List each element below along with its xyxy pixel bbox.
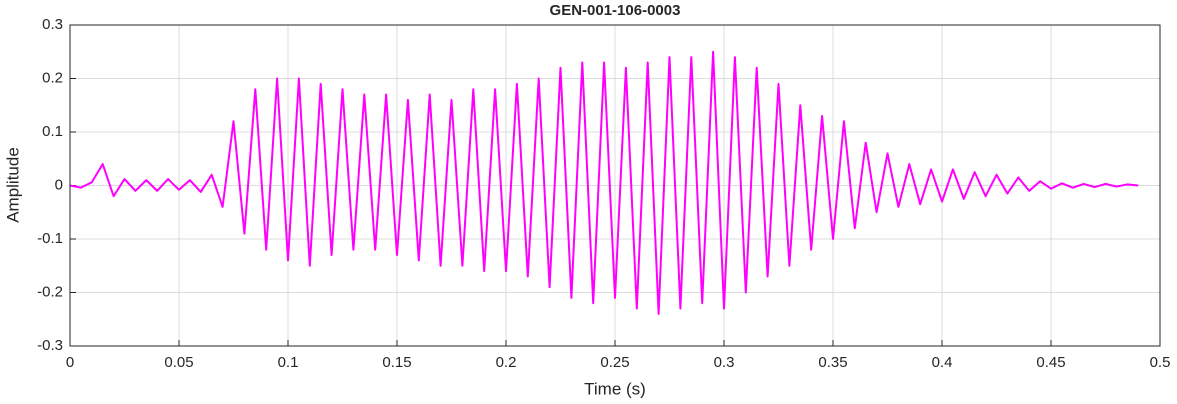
y-tick-label: -0.2 xyxy=(37,283,63,300)
y-tick-label: 0.1 xyxy=(42,123,63,140)
x-tick-label: 0.25 xyxy=(600,354,629,371)
x-tick-label: 0.4 xyxy=(932,354,953,371)
x-tick-label: 0.15 xyxy=(382,354,411,371)
x-tick-label: 0.1 xyxy=(278,354,299,371)
y-tick-label: 0.3 xyxy=(42,16,63,33)
y-tick-label: -0.1 xyxy=(37,230,63,247)
y-tick-label: 0.2 xyxy=(42,69,63,86)
chart-title: GEN-001-106-0003 xyxy=(550,2,681,19)
x-tick-label: 0.45 xyxy=(1036,354,1065,371)
x-tick-label: 0.35 xyxy=(818,354,847,371)
x-tick-label: 0 xyxy=(66,354,74,371)
axes-box xyxy=(69,24,1161,347)
x-axis-label: Time (s) xyxy=(584,379,646,398)
waveform xyxy=(69,50,1139,315)
y-tick-label: -0.3 xyxy=(37,337,63,354)
x-tick-label: 0.2 xyxy=(496,354,517,371)
y-axis-label: Amplitude xyxy=(3,147,22,223)
x-tick-label: 0.3 xyxy=(714,354,735,371)
x-tick-label: 0.5 xyxy=(1150,354,1171,371)
x-tick-label: 0.05 xyxy=(164,354,193,371)
y-tick-label: 0 xyxy=(55,176,63,193)
